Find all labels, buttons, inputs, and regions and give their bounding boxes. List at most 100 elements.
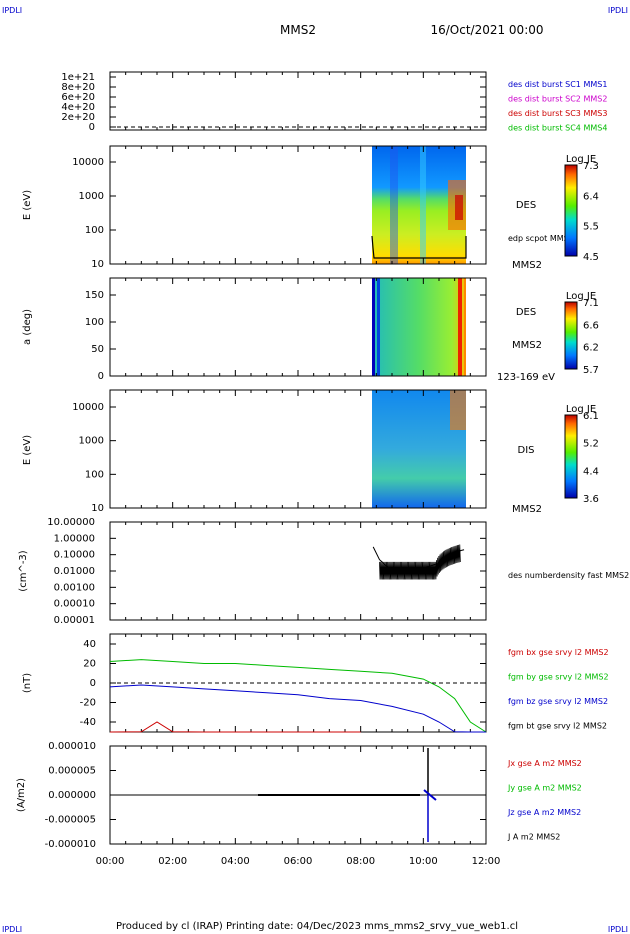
y-tick-label: 0	[98, 371, 104, 382]
y-tick-label: 150	[85, 290, 104, 301]
y-tick-label: 0.00001	[54, 615, 95, 626]
panel-des-energy: 10000 1000 100 10	[72, 145, 487, 270]
panel-frame	[109, 71, 487, 131]
y-tick-label: 10.00000	[47, 517, 95, 528]
y-axis-label: (cm^-3)	[18, 550, 29, 591]
y-tick-label: 4e+20	[61, 102, 95, 113]
y-tick-label: 10	[91, 259, 104, 270]
x-tick-label: 02:00	[158, 856, 187, 867]
spacecraft-label: MMS2	[512, 340, 542, 351]
y-tick-label: 10000	[72, 157, 104, 168]
colorbar-title: Log JE	[566, 154, 596, 165]
colorbar-tick-label: 7.1	[583, 298, 599, 309]
density-noise	[379, 544, 461, 580]
spectrogram-hot-region	[450, 390, 466, 430]
panel-current-density: 0.000010 0.000005 0.000000 -0.000005 -0.0000…	[45, 741, 487, 850]
mission-title: MMS2	[280, 23, 316, 37]
panel-density: 10.00000 1.00000 0.10000 0.01000 0.00100 0.00…	[47, 517, 487, 626]
colorbar-title: Log JE	[566, 291, 596, 302]
spectrogram-hot-core	[455, 195, 463, 220]
y-tick-label: 8e+20	[61, 82, 95, 93]
y-tick-label: 10	[91, 503, 104, 514]
scpot-line	[371, 235, 467, 259]
x-tick-label: 00:00	[96, 856, 125, 867]
instrument-label: DES	[516, 307, 536, 318]
y-tick-label: 0	[89, 122, 95, 133]
y-tick-label: 0.00100	[54, 582, 95, 593]
y-tick-label: 100	[85, 317, 104, 328]
instrument-label: DIS	[518, 445, 535, 456]
legend-entry: fgm bz gse srvy l2 MMS2	[508, 697, 608, 706]
spectrogram-stripe	[464, 278, 466, 376]
spacecraft-label: MMS2	[512, 504, 542, 515]
y-axis-label: E (eV)	[22, 190, 33, 220]
y-tick-label: 0.000000	[48, 790, 96, 801]
y-tick-label: -40	[80, 717, 96, 728]
legend-entry: des dist burst SC3 MMS3	[508, 109, 607, 118]
y-tick-label: 2e+20	[61, 112, 95, 123]
colorbar-gradient	[564, 301, 578, 370]
overlay-label: edp scpot MMS2	[508, 234, 574, 243]
panel-magnetic-field: 40 20 0 -20 -40	[80, 633, 487, 733]
legend-entry: fgm bx gse srvy l2 MMS2	[508, 648, 609, 657]
colorbar-tick-label: 6.2	[583, 343, 599, 354]
x-tick-label: 10:00	[409, 856, 438, 867]
legend-entry: Jx gse A m2 MMS2	[507, 759, 582, 768]
colorbar-tick-label: 6.6	[583, 320, 599, 331]
legend-entry: des dist burst SC2 MMS2	[508, 95, 607, 104]
y-axis-label: (nT)	[22, 673, 33, 693]
panel-des-pitch: 150 100 50 0	[85, 277, 487, 382]
y-axis-label: a (deg)	[22, 309, 33, 345]
x-tick-label: 12:00	[472, 856, 501, 867]
y-tick-label: 1000	[79, 436, 104, 447]
spectrogram-des-pitch	[372, 278, 466, 376]
y-tick-label: 0.01000	[54, 566, 95, 577]
y-tick-label: 40	[83, 639, 96, 650]
panel-dis-energy: 10000 1000 100 10	[72, 389, 487, 514]
y-tick-label: 0	[90, 678, 96, 689]
b-field-line	[109, 659, 487, 733]
y-tick-label: 1e+21	[61, 72, 95, 83]
colorbar-tick-label: 3.6	[583, 494, 599, 505]
y-tick-label: 1.00000	[54, 533, 95, 544]
colorbar-gradient	[564, 164, 578, 257]
current-noise	[423, 789, 437, 801]
colorbar-tick-label: 4.4	[583, 466, 599, 477]
y-tick-label: 50	[91, 344, 104, 355]
legend-entry: fgm by gse srvy l2 MMS2	[508, 673, 609, 682]
colorbar-des-energy: Log JE7.3 6.4 5.5 4.5	[564, 154, 599, 263]
y-tick-label: -0.000005	[45, 815, 96, 826]
y-tick-label: 0.10000	[54, 550, 95, 561]
colorbar-tick-label: 5.2	[583, 439, 599, 450]
colorbar-tick-label: 5.7	[583, 365, 599, 376]
energy-range-label: 123-169 eV	[497, 372, 555, 383]
b-field-line	[109, 721, 361, 733]
colorbar-tick-label: 4.5	[583, 252, 599, 263]
colorbar-tick-label: 5.5	[583, 222, 599, 233]
legend-entry: Jy gse A m2 MMS2	[507, 784, 582, 793]
y-tick-label: 100	[85, 469, 104, 480]
legend-entry: J A m2 MMS2	[507, 833, 560, 842]
y-axis-label: E (eV)	[22, 435, 33, 465]
corner-label-bottom-left: IPDLI	[2, 925, 22, 934]
colorbar-dis-energy: Log JE6.1 5.2 4.4 3.6	[564, 404, 599, 505]
y-tick-label: 0.000005	[48, 766, 96, 777]
colorbar-gradient	[564, 414, 578, 499]
y-tick-label: -20	[80, 698, 96, 709]
x-tick-label: 06:00	[284, 856, 313, 867]
series-label: des numberdensity fast MMS2	[508, 571, 629, 580]
spectrogram-stripe	[420, 146, 426, 264]
spectrogram-stripe	[390, 146, 398, 264]
y-tick-label: 1000	[79, 191, 104, 202]
colorbar-des-pitch: Log JE7.1 6.6 6.2 5.7	[564, 291, 599, 376]
spectrogram-stripe	[377, 278, 380, 376]
legend-entry: Jz gse A m2 MMS2	[507, 808, 581, 817]
y-axis-label: (A/m2)	[16, 778, 27, 812]
x-tick-label: 08:00	[346, 856, 375, 867]
y-tick-label: 10000	[72, 402, 104, 413]
colorbar-tick-label: 6.1	[583, 411, 599, 422]
legend-entry: des dist burst SC4 MMS4	[508, 124, 607, 133]
b-field-line	[109, 684, 486, 733]
y-tick-label: 100	[85, 225, 104, 236]
